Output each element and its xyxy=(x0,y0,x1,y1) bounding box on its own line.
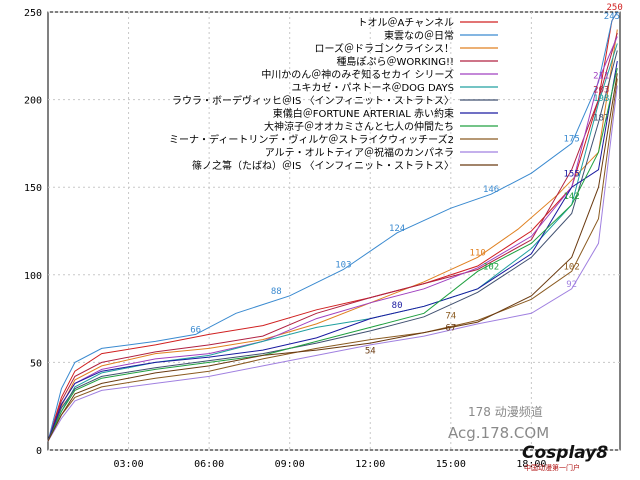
point-label: 67 xyxy=(445,324,456,334)
y-tick-label: 100 xyxy=(24,271,42,282)
point-label: 203 xyxy=(593,85,609,95)
legend-label: 大神涼子＠オオカミさんと七人の仲間たち xyxy=(264,120,454,133)
y-tick-label: 200 xyxy=(24,96,42,107)
grid xyxy=(48,11,620,451)
x-tick-label: 03:00 xyxy=(114,459,144,470)
series-line xyxy=(47,29,618,442)
point-label: 102 xyxy=(483,262,499,272)
series-line xyxy=(47,36,618,442)
watermark-logo-sub: 中国动漫第一门户 xyxy=(524,463,580,472)
series-line xyxy=(47,11,618,442)
x-tick-label: 15:00 xyxy=(436,459,466,470)
x-tick-label: 06:00 xyxy=(194,459,224,470)
legend-label: 東雲なの＠日常 xyxy=(384,29,454,42)
y-tick-label: 50 xyxy=(30,358,42,369)
series-line xyxy=(47,78,618,442)
point-label: 88 xyxy=(271,287,282,297)
series-line xyxy=(47,32,618,442)
plot-area xyxy=(47,11,621,451)
legend: トオル＠Aチャンネル東雲なの＠日常ローズ＠ドラゴンクライシス！種島ぽぷら＠WOR… xyxy=(169,17,498,172)
point-label: 66 xyxy=(190,325,201,335)
point-labels: 250 66 88 103 124 146 175 245 110 203 211 198 187 80 1… xyxy=(190,3,622,356)
legend-label: 篠ノ之箒（たばね）＠IS 〈インフィニット・ストラトス〉 xyxy=(192,159,454,172)
series-line xyxy=(47,11,618,442)
watermark-line2: Acg.178.COM xyxy=(448,424,549,442)
legend-label: ラウラ・ボーデヴィッヒ＠IS 〈インフィニット・ストラトス〉 xyxy=(172,94,454,107)
x-tick-label: 09:00 xyxy=(275,459,305,470)
point-label: 124 xyxy=(389,224,405,234)
series-line xyxy=(47,61,618,442)
watermark: 178 动漫频道 Acg.178.COM Cosplay8 中国动漫第一门户 xyxy=(448,405,608,472)
point-label: 245 xyxy=(604,12,620,22)
x-tick-label: 12:00 xyxy=(355,459,385,470)
point-label: 142 xyxy=(564,192,580,202)
point-label: 102 xyxy=(564,262,580,272)
legend-label: 中川かのん＠神のみぞ知るセカイ シリーズ xyxy=(261,68,454,81)
legend-label: ユキカゼ・パネトーネ＠DOG DAYS xyxy=(291,82,454,94)
point-label: 250 xyxy=(606,3,622,13)
series-lines xyxy=(47,11,618,442)
legend-label: ミーナ・ディートリンデ・ヴィルケ＠ストライクウィッチーズ2 xyxy=(169,133,454,146)
legend-label: 東儀白＠FORTUNE ARTERIAL 赤い約束 xyxy=(273,107,454,120)
point-label: 146 xyxy=(483,185,499,195)
series-line xyxy=(47,73,618,442)
x-axis: 03:00 06:00 09:00 12:00 15:00 18:00 xyxy=(114,459,547,470)
point-label: 187 xyxy=(593,113,609,123)
series-line xyxy=(47,67,618,442)
legend-label: アルテ・オルトティア＠祝福のカンパネラ xyxy=(265,146,454,159)
point-label: 211 xyxy=(593,71,609,81)
y-axis: 0 50 100 150 200 250 xyxy=(24,8,42,457)
y-tick-label: 150 xyxy=(24,183,42,194)
point-label: 74 xyxy=(445,311,456,321)
y-tick-label: 250 xyxy=(24,8,42,19)
x-tick-label: 18:00 xyxy=(516,459,546,470)
watermark-logo: Cosplay8 xyxy=(522,443,608,463)
watermark-line1: 178 动漫频道 xyxy=(468,405,543,419)
point-label: 103 xyxy=(335,261,351,271)
legend-label: 種島ぽぷら＠WORKING!! xyxy=(336,55,454,68)
point-label: 155 xyxy=(564,169,580,179)
point-label: 110 xyxy=(470,248,486,258)
point-label: 80 xyxy=(392,301,403,311)
legend-label: トオル＠Aチャンネル xyxy=(357,17,454,29)
legend-label: ローズ＠ドラゴンクライシス！ xyxy=(315,42,455,55)
series-line xyxy=(47,50,618,442)
point-label: 198 xyxy=(593,94,609,104)
y-tick-label: 0 xyxy=(36,446,42,457)
series-line xyxy=(47,85,618,442)
series-line xyxy=(47,43,618,442)
point-label: 54 xyxy=(365,346,376,356)
point-label: 175 xyxy=(564,134,580,144)
point-label: 92 xyxy=(566,280,577,290)
